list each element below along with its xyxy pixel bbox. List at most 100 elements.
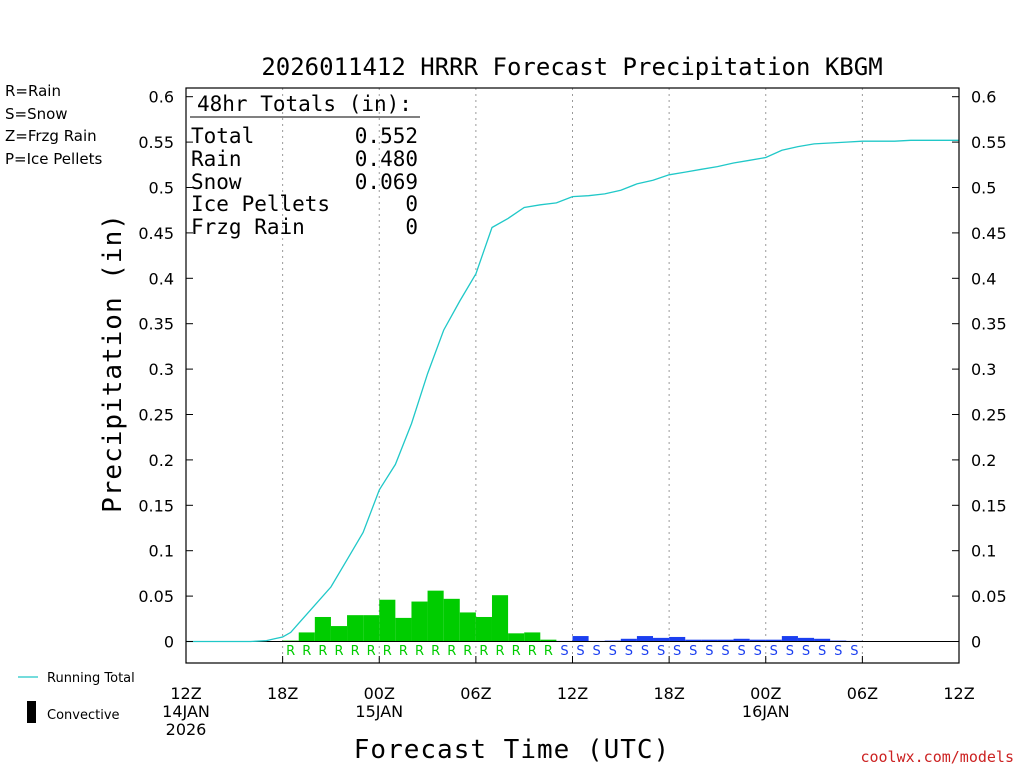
y-tick-label-left: 0.5 [149, 179, 174, 198]
running-total-series [186, 139, 959, 643]
plot-frame [185, 87, 960, 664]
y-tick-label-right: 0.1 [971, 542, 996, 561]
precip-bar [314, 616, 331, 642]
ptype-letter: S [641, 644, 649, 659]
y-tick-label-left: 0.15 [138, 496, 174, 515]
ptype-legend: R=Rain S=Snow Z=Frzg Rain P=Ice Pellets [5, 82, 102, 168]
ptype-letter: R [447, 644, 456, 659]
x-tick-label: 15JAN [355, 702, 403, 721]
ptype-letter: R [415, 644, 424, 659]
y-tick-label-right: 0.4 [971, 269, 996, 288]
precip-bar [411, 601, 428, 642]
precip-bar [491, 595, 509, 642]
y-axis-right: 0 0.05 0.1 0.15 0.2 0.25 0.3 0.35 0.4 0.45 0.5 0.55… [952, 88, 1007, 652]
precip-bar [347, 615, 364, 642]
precip-bar [524, 632, 541, 642]
y-tick-label-left: 0.3 [149, 360, 174, 379]
line-legend: Running Total Convective [18, 671, 135, 723]
x-tick-label: 16JAN [742, 702, 790, 721]
y-tick-label-right: 0.5 [971, 179, 996, 198]
ptype-letter: S [770, 644, 778, 659]
y-tick-label-right: 0.2 [971, 451, 996, 470]
totals-label-snow: Snow [191, 170, 242, 194]
ptype-letter: R [334, 644, 343, 659]
precip-bar [814, 638, 831, 642]
precip-bar [379, 599, 396, 642]
ptype-letter: S [721, 644, 729, 659]
ptype-letter: S [802, 644, 810, 659]
x-tick-label: 18Z [653, 684, 684, 703]
ptype-letter: R [479, 644, 488, 659]
y-tick-label-left: 0.1 [149, 542, 174, 561]
y-tick-label-right: 0.25 [971, 406, 1007, 425]
y-tick-label-right: 0.6 [971, 88, 996, 107]
precip-bar [540, 639, 557, 642]
ptype-letter: S [737, 644, 745, 659]
legend-rain: R=Rain [5, 82, 61, 100]
x-tick-label: 06Z [847, 684, 878, 703]
totals-label-total: Total [191, 124, 254, 148]
chart-title: 2026011412 HRRR Forecast Precipitation K… [261, 53, 882, 81]
y-tick-label-left: 0 [164, 633, 174, 652]
x-tick-label: 2026 [166, 720, 207, 739]
y-tick-label-right: 0 [971, 633, 981, 652]
ptype-letter: R [286, 644, 295, 659]
ptype-letter: R [383, 644, 392, 659]
totals-value-snow: 0.069 [355, 170, 418, 194]
legend-snow: S=Snow [5, 105, 68, 123]
x-axis-label: Forecast Time (UTC) [354, 735, 670, 765]
precip-bar [669, 636, 686, 642]
ptype-letter: R [302, 644, 311, 659]
ptype-letter: R [318, 644, 327, 659]
totals-value-rain: 0.480 [355, 147, 418, 171]
running-total-line [186, 139, 959, 643]
legend-ice-pellets: P=Ice Pellets [5, 150, 102, 168]
precip-bar [701, 639, 718, 642]
precip-bar [685, 639, 702, 642]
ptype-letter: S [576, 644, 584, 659]
totals-label-frzg-rain: Frzg Rain [191, 215, 305, 239]
precip-bar [330, 626, 348, 642]
ptype-letter: S [705, 644, 713, 659]
x-tick-label: 00Z [750, 684, 781, 703]
ptype-letter: R [399, 644, 408, 659]
ptype-letter: S [560, 644, 568, 659]
ptype-letter: R [544, 644, 553, 659]
y-tick-label-left: 0.55 [138, 133, 174, 152]
y-tick-label-left: 0.4 [149, 269, 174, 288]
y-tick-label-right: 0.35 [971, 315, 1007, 334]
ptype-letter: R [512, 644, 521, 659]
ptype-letter: S [657, 644, 665, 659]
precip-bar [636, 636, 654, 642]
precip-bar [717, 639, 734, 642]
totals-header: 48hr Totals (in): [197, 92, 412, 116]
ptype-letter: S [673, 644, 681, 659]
precip-bar [733, 638, 750, 642]
legend-running-total: Running Total [47, 671, 135, 686]
ptype-letter: S [689, 644, 697, 659]
precip-bar [797, 637, 815, 642]
y-tick-label-right: 0.15 [971, 496, 1007, 515]
ptype-letter: S [609, 644, 617, 659]
y-tick-label-right: 0.45 [971, 224, 1007, 243]
x-tick-label: 18Z [267, 684, 298, 703]
totals-value-ice-pellets: 0 [405, 192, 418, 216]
legend-frzg-rain: Z=Frzg Rain [5, 127, 97, 145]
y-tick-label-left: 0.35 [138, 315, 174, 334]
totals-label-rain: Rain [191, 147, 242, 171]
credit-text: coolwx.com/models [860, 748, 1014, 766]
x-tick-label: 14JAN [162, 702, 210, 721]
totals-value-total: 0.552 [355, 124, 418, 148]
ptype-letter: S [850, 644, 858, 659]
precip-bar [653, 637, 670, 642]
precip-bar [395, 617, 412, 642]
ptype-letter: S [834, 644, 842, 659]
ptype-letter: S [818, 644, 826, 659]
y-tick-label-right: 0.55 [971, 133, 1007, 152]
precip-bar [298, 632, 315, 642]
ptype-letter: S [625, 644, 633, 659]
ptype-letter: S [754, 644, 762, 659]
precip-bar [363, 615, 380, 642]
